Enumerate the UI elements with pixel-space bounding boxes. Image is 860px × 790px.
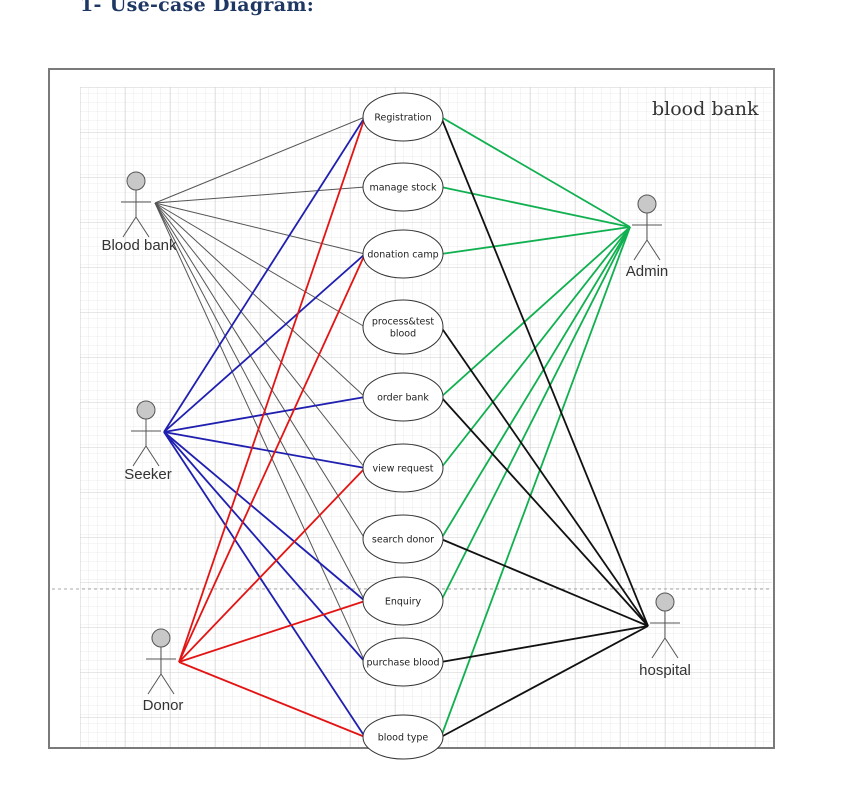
use-case-ellipse bbox=[362, 299, 444, 355]
association-blood_bank-manage_stock bbox=[154, 186, 366, 204]
association-admin-enquiry bbox=[440, 226, 631, 602]
use-case-donation_camp[interactable]: donation camp bbox=[362, 229, 444, 279]
actor-head-icon bbox=[151, 628, 171, 648]
use-case-ellipse bbox=[362, 443, 444, 493]
association-admin-blood_type bbox=[440, 226, 631, 738]
association-donor-donation_camp bbox=[178, 253, 366, 663]
association-hospital-registration bbox=[440, 116, 649, 627]
use-case-view_request[interactable]: view request bbox=[362, 443, 444, 493]
use-case-blood_type[interactable]: blood type bbox=[362, 714, 444, 760]
use-case-search_donor[interactable]: search donor bbox=[362, 514, 444, 564]
association-hospital-blood_type bbox=[440, 625, 649, 738]
use-case-ellipse bbox=[362, 637, 444, 687]
association-seeker-registration bbox=[163, 116, 366, 433]
association-hospital-purchase_blood bbox=[440, 625, 649, 663]
actor-leg-left bbox=[147, 673, 162, 695]
actor-leg-right bbox=[145, 445, 160, 467]
actor-leg-right bbox=[664, 637, 679, 659]
association-donor-blood_type bbox=[178, 661, 366, 738]
actor-admin[interactable]: Admin bbox=[626, 194, 669, 280]
actor-label: Seeker bbox=[124, 466, 172, 483]
use-case-label: blood bbox=[390, 329, 416, 340]
use-case-label: Registration bbox=[374, 113, 431, 124]
association-blood_bank-registration bbox=[154, 116, 366, 204]
association-seeker-enquiry bbox=[163, 431, 366, 602]
use-case-label: purchase blood bbox=[367, 658, 440, 669]
use-case-label: donation camp bbox=[367, 250, 438, 261]
use-case-label: search donor bbox=[372, 535, 434, 546]
association-lines bbox=[154, 116, 649, 738]
actor-leg-right bbox=[160, 673, 175, 695]
association-blood_bank-view_request bbox=[154, 202, 366, 469]
use-case-ellipse bbox=[362, 372, 444, 422]
association-blood_bank-purchase_blood bbox=[154, 202, 366, 663]
association-seeker-purchase_blood bbox=[163, 431, 366, 663]
association-donor-registration bbox=[178, 116, 366, 663]
actor-head-icon bbox=[126, 171, 146, 191]
use-case-ellipse bbox=[362, 229, 444, 279]
use-case-group: Registration manage stock donation camp pro… bbox=[362, 92, 444, 760]
heading-text: Use-case Diagram: bbox=[109, 0, 315, 16]
use-case-ellipse bbox=[362, 576, 444, 626]
association-blood_bank-order_bank bbox=[154, 202, 366, 398]
association-seeker-blood_type bbox=[163, 431, 366, 738]
actor-head-icon bbox=[136, 400, 156, 420]
actor-head-icon bbox=[637, 194, 657, 214]
association-seeker-order_bank bbox=[163, 396, 366, 433]
use-case-ellipse bbox=[362, 162, 444, 212]
actor-leg-left bbox=[633, 239, 648, 261]
association-donor-enquiry bbox=[178, 600, 366, 663]
actor-leg-left bbox=[132, 445, 147, 467]
actor-label: Admin bbox=[626, 263, 669, 280]
actor-label: Donor bbox=[143, 697, 184, 714]
diagram-title: blood bank bbox=[652, 98, 759, 120]
use-case-label: order bank bbox=[377, 393, 429, 404]
association-admin-registration bbox=[440, 116, 631, 228]
actor-leg-left bbox=[122, 216, 137, 238]
use-case-purchase_blood[interactable]: purchase blood bbox=[362, 637, 444, 687]
section-heading: 1- Use-case Diagram: bbox=[80, 0, 314, 16]
association-hospital-process_test_blood bbox=[440, 326, 649, 627]
association-admin-donation_camp bbox=[440, 226, 631, 255]
actor-leg-right bbox=[135, 216, 150, 238]
actor-label: Blood bank bbox=[101, 237, 177, 254]
association-blood_bank-process_test_blood bbox=[154, 202, 366, 328]
actor-hospital[interactable]: hospital bbox=[639, 592, 691, 679]
actor-blood_bank[interactable]: Blood bank bbox=[101, 171, 177, 254]
use-case-label: view request bbox=[372, 464, 433, 475]
use-case-enquiry[interactable]: Enquiry bbox=[362, 576, 444, 626]
use-case-order_bank[interactable]: order bank bbox=[362, 372, 444, 422]
use-case-label: Enquiry bbox=[385, 597, 422, 608]
heading-number: 1- bbox=[80, 0, 102, 16]
actor-group: Blood bank Seeker Donor Admin hospital bbox=[101, 171, 691, 714]
actor-seeker[interactable]: Seeker bbox=[124, 400, 172, 483]
use-case-registration[interactable]: Registration bbox=[362, 92, 444, 142]
association-blood_bank-enquiry bbox=[154, 202, 366, 602]
use-case-label: process&test bbox=[372, 317, 434, 328]
use-case-ellipse bbox=[362, 514, 444, 564]
use-case-manage_stock[interactable]: manage stock bbox=[362, 162, 444, 212]
use-case-ellipse bbox=[362, 92, 444, 142]
use-case-ellipse bbox=[362, 714, 444, 760]
association-hospital-search_donor bbox=[440, 538, 649, 627]
actor-label: hospital bbox=[639, 662, 691, 679]
use-case-label: blood type bbox=[378, 733, 429, 744]
association-blood_bank-donation_camp bbox=[154, 202, 366, 255]
association-hospital-order_bank bbox=[440, 396, 649, 627]
association-blood_bank-search_donor bbox=[154, 202, 366, 540]
association-admin-search_donor bbox=[440, 226, 631, 540]
use-case-label: manage stock bbox=[369, 183, 437, 194]
actor-leg-left bbox=[651, 637, 666, 659]
actor-head-icon bbox=[655, 592, 675, 612]
actor-donor[interactable]: Donor bbox=[143, 628, 184, 714]
association-seeker-view_request bbox=[163, 431, 366, 469]
actor-leg-right bbox=[646, 239, 661, 261]
association-admin-order_bank bbox=[440, 226, 631, 398]
association-seeker-donation_camp bbox=[163, 253, 366, 433]
association-donor-view_request bbox=[178, 467, 366, 663]
